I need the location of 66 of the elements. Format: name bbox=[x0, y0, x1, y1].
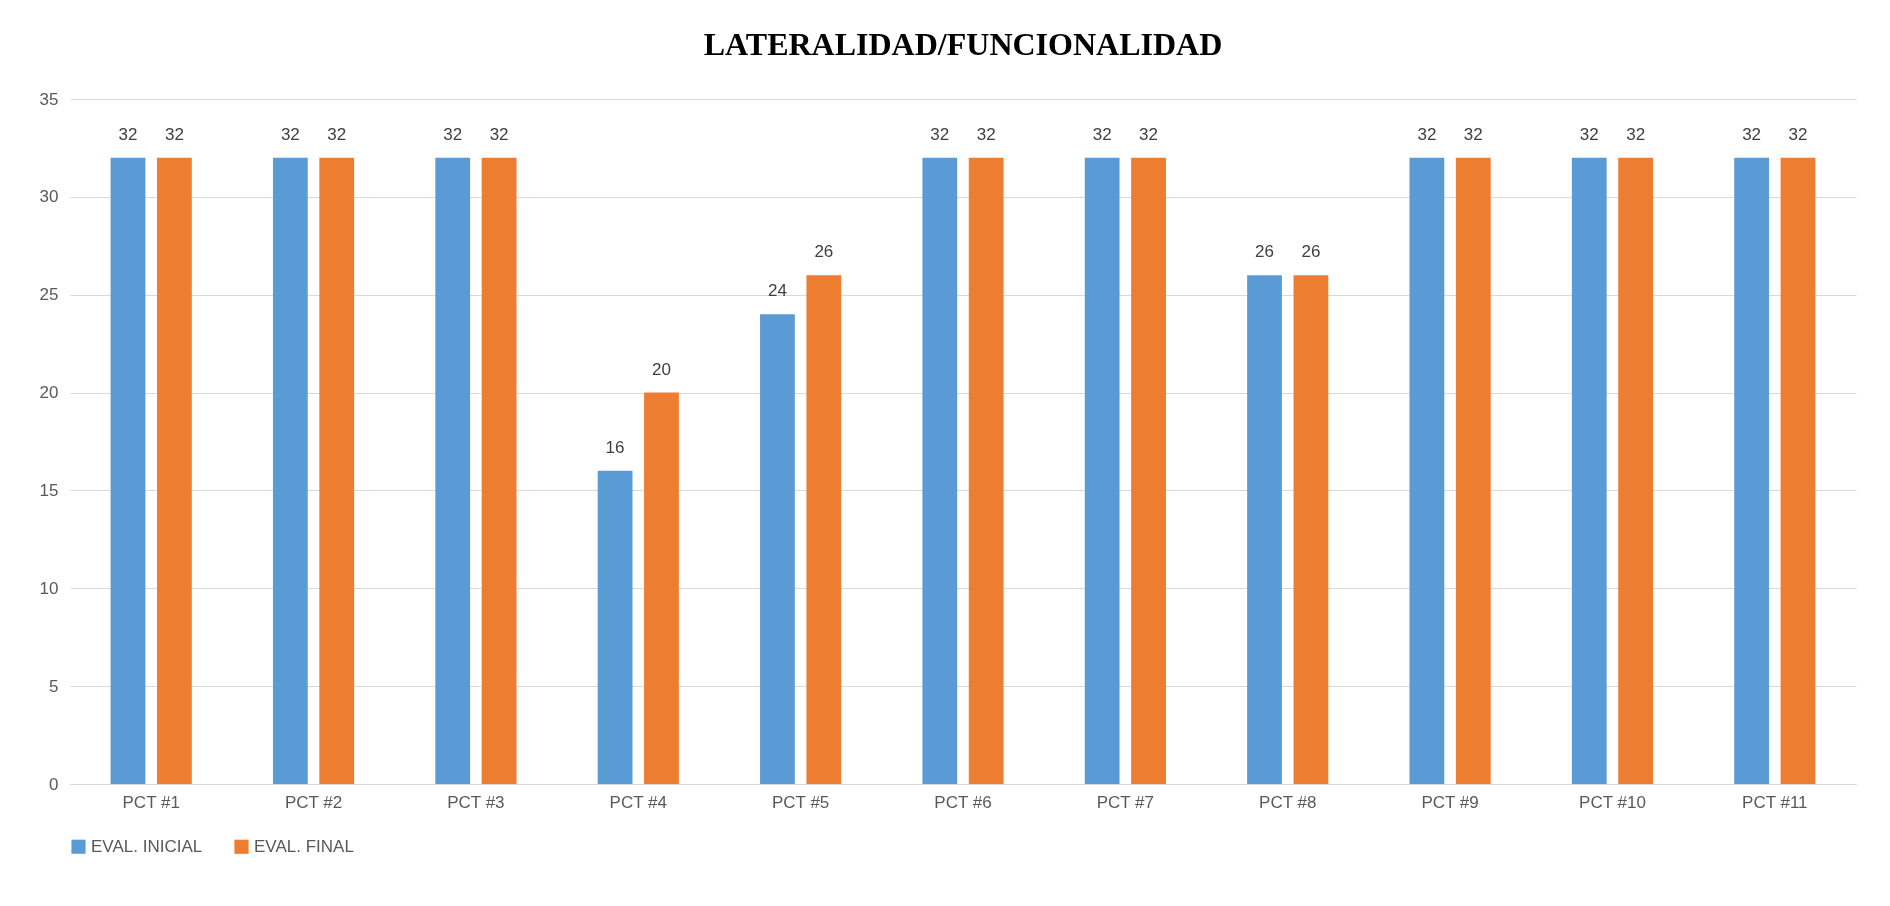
data-label: 32 bbox=[118, 124, 138, 144]
x-tick-label: PCT #11 bbox=[1742, 792, 1808, 812]
bar bbox=[1734, 157, 1770, 784]
bar bbox=[597, 470, 633, 784]
legend-label: EVAL. FINAL bbox=[254, 836, 354, 856]
bar bbox=[644, 392, 679, 784]
data-label: 20 bbox=[652, 359, 671, 379]
bar bbox=[806, 275, 842, 784]
chart-title: LATERALIDAD/FUNCIONALIDAD bbox=[703, 26, 1223, 62]
data-label: 32 bbox=[443, 124, 463, 144]
y-tick-label: 15 bbox=[39, 480, 59, 500]
bar bbox=[1780, 157, 1816, 784]
x-tick-label: PCT #2 bbox=[284, 792, 343, 812]
y-tick-label: 25 bbox=[39, 285, 59, 305]
legend-label: EVAL. INICIAL bbox=[91, 836, 203, 856]
bar bbox=[1293, 275, 1329, 784]
data-label: 24 bbox=[767, 281, 787, 301]
data-label: 26 bbox=[1301, 242, 1321, 262]
data-label: 32 bbox=[930, 124, 950, 144]
data-label: 16 bbox=[605, 437, 625, 457]
y-tick-label: 20 bbox=[39, 383, 59, 403]
bar bbox=[922, 157, 958, 784]
y-tick-label: 0 bbox=[49, 774, 59, 794]
bar bbox=[156, 157, 192, 784]
data-label: 32 bbox=[489, 124, 509, 144]
data-label: 32 bbox=[280, 124, 300, 144]
bar bbox=[760, 314, 795, 784]
data-label: 32 bbox=[1742, 124, 1762, 144]
data-label: 32 bbox=[1626, 124, 1646, 144]
bar bbox=[110, 157, 146, 784]
bar bbox=[1247, 275, 1282, 784]
bar bbox=[1131, 157, 1166, 784]
data-label: 32 bbox=[1417, 124, 1437, 144]
data-label: 32 bbox=[1579, 124, 1599, 144]
x-tick-label: PCT #7 bbox=[1096, 792, 1155, 812]
data-label: 26 bbox=[814, 242, 834, 262]
bar bbox=[1618, 157, 1654, 784]
x-tick-label: PCT #1 bbox=[122, 792, 180, 812]
y-tick-label: 5 bbox=[49, 676, 59, 696]
y-tick-label: 10 bbox=[39, 578, 59, 598]
data-label: 32 bbox=[164, 124, 184, 144]
x-tick-label: PCT #10 bbox=[1579, 792, 1646, 812]
x-tick-label: PCT #3 bbox=[447, 792, 505, 812]
x-tick-label: PCT #9 bbox=[1421, 792, 1479, 812]
bar bbox=[481, 157, 517, 784]
bar bbox=[319, 157, 355, 784]
data-label: 32 bbox=[1092, 124, 1112, 144]
y-tick-label: 35 bbox=[39, 89, 59, 109]
bar bbox=[1084, 157, 1120, 784]
bar bbox=[435, 157, 471, 784]
x-tick-label: PCT #4 bbox=[609, 792, 667, 812]
bar bbox=[272, 157, 308, 784]
bar bbox=[1571, 157, 1607, 784]
bar bbox=[1409, 157, 1445, 784]
x-tick-label: PCT #6 bbox=[934, 792, 992, 812]
data-label: 32 bbox=[1463, 124, 1483, 144]
data-label: 32 bbox=[1139, 124, 1159, 144]
data-label: 32 bbox=[327, 124, 347, 144]
data-label: 26 bbox=[1255, 242, 1274, 262]
data-label: 32 bbox=[976, 124, 996, 144]
data-label: 32 bbox=[1788, 124, 1808, 144]
bar bbox=[968, 157, 1004, 784]
x-tick-label: PCT #8 bbox=[1259, 792, 1317, 812]
y-tick-label: 30 bbox=[39, 187, 59, 207]
x-tick-label: PCT #5 bbox=[771, 792, 830, 812]
bar bbox=[1455, 157, 1491, 784]
